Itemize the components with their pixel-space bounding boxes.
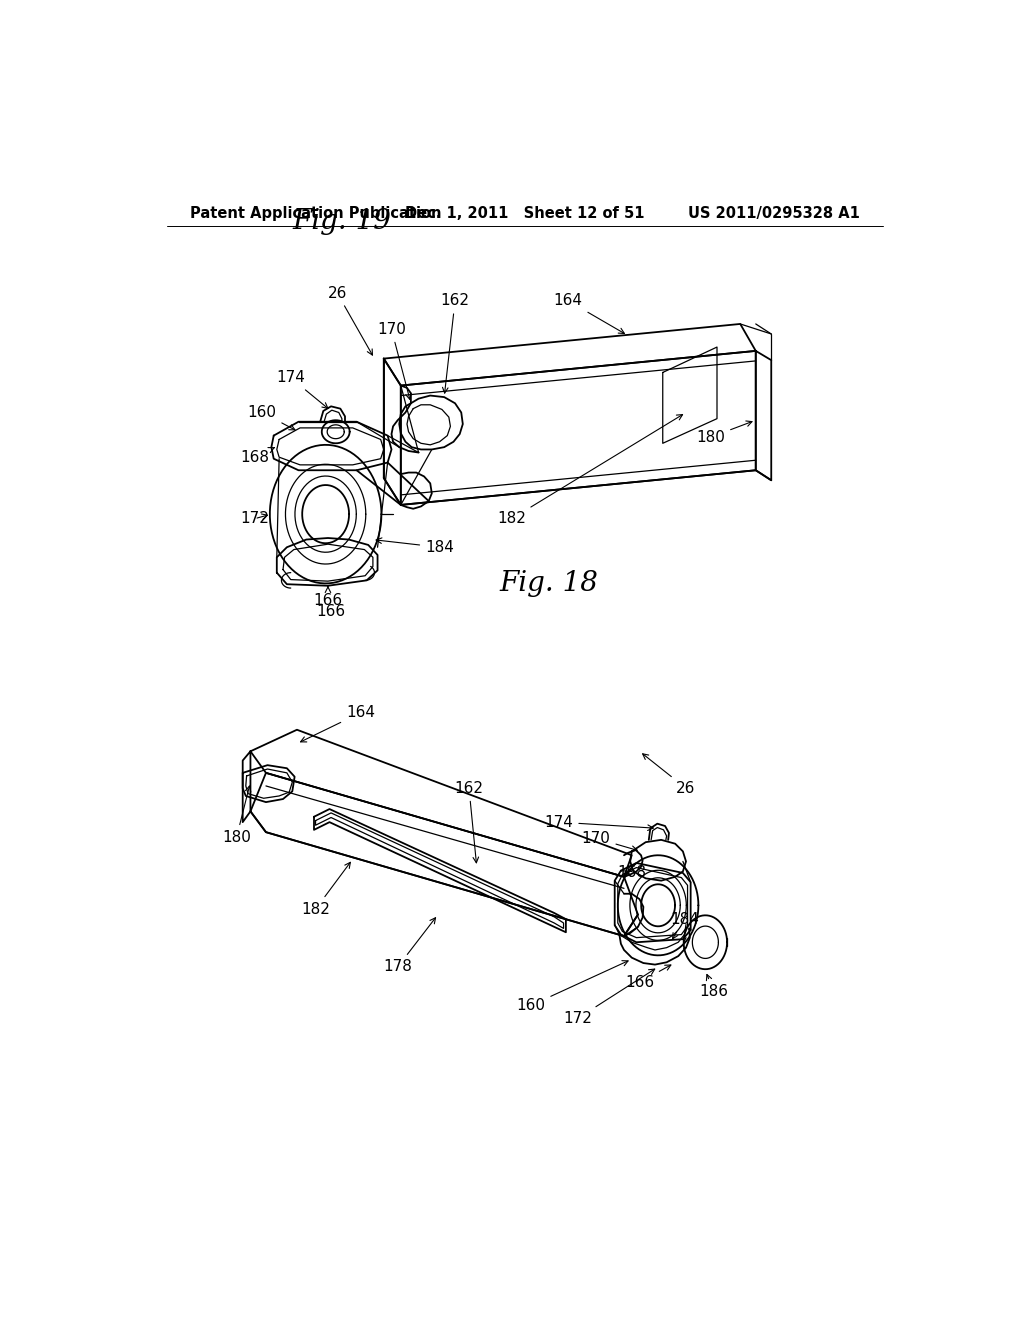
Text: 164: 164 — [301, 705, 375, 742]
Text: 162: 162 — [440, 293, 470, 393]
Text: 182: 182 — [498, 414, 683, 527]
Text: 168: 168 — [240, 447, 274, 465]
Text: 164: 164 — [554, 293, 625, 334]
Text: 172: 172 — [240, 511, 268, 527]
Text: 166: 166 — [313, 587, 342, 609]
Text: 178: 178 — [383, 917, 435, 974]
Text: 160: 160 — [516, 961, 628, 1012]
Text: 186: 186 — [699, 974, 728, 999]
Text: 182: 182 — [301, 862, 350, 916]
Text: 26: 26 — [643, 754, 695, 796]
Text: 174: 174 — [276, 371, 328, 408]
Text: 180: 180 — [222, 785, 251, 845]
Text: 174: 174 — [545, 814, 653, 830]
Text: 180: 180 — [696, 421, 752, 445]
Text: Patent Application Publication: Patent Application Publication — [190, 206, 441, 222]
Text: 168: 168 — [617, 866, 646, 880]
Text: US 2011/0295328 A1: US 2011/0295328 A1 — [688, 206, 859, 222]
Text: 172: 172 — [563, 969, 654, 1026]
Text: 166: 166 — [625, 965, 671, 990]
Text: Dec. 1, 2011   Sheet 12 of 51: Dec. 1, 2011 Sheet 12 of 51 — [406, 206, 644, 222]
Text: Fig. 19: Fig. 19 — [293, 209, 392, 235]
Text: 26: 26 — [328, 285, 373, 355]
Text: 170: 170 — [377, 322, 411, 400]
Text: 160: 160 — [248, 405, 295, 430]
Text: 184: 184 — [376, 537, 454, 554]
Text: 184: 184 — [670, 912, 699, 939]
Text: 162: 162 — [455, 780, 483, 863]
Text: 166: 166 — [316, 603, 346, 619]
Text: 170: 170 — [582, 830, 637, 851]
Text: Fig. 18: Fig. 18 — [499, 570, 598, 597]
